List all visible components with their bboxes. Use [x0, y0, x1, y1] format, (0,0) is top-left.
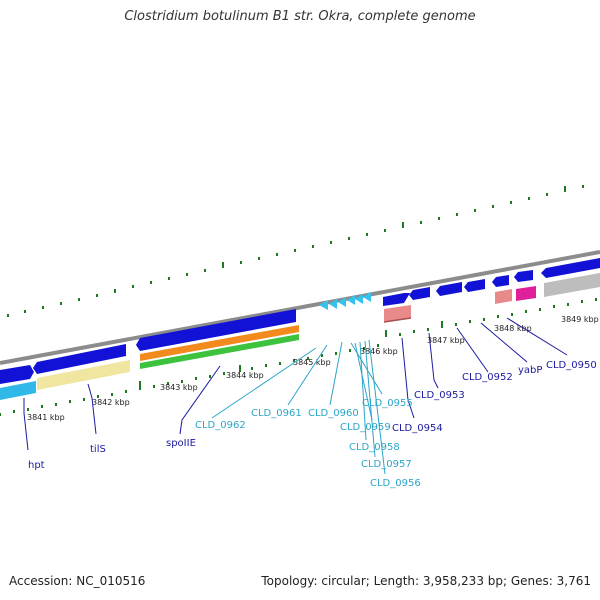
- feature-cds[interactable]: [464, 279, 485, 292]
- feature-cds-small[interactable]: [363, 292, 371, 302]
- feature-pale-yellow[interactable]: [37, 360, 130, 390]
- kbp-label: 3848 kbp: [494, 324, 532, 333]
- gene-label-yabP[interactable]: yabP: [518, 365, 542, 376]
- forward-strand-features: [383, 258, 600, 306]
- gene-label-tilS[interactable]: tilS: [90, 444, 106, 455]
- feature-cds-small[interactable]: [355, 294, 363, 304]
- feature-cds[interactable]: [436, 282, 462, 296]
- gene-label-spoIIE[interactable]: spoIIE: [166, 438, 196, 449]
- map-title: Clostridium botulinum B1 str. Okra, comp…: [124, 9, 476, 24]
- gene-label-CLD-0956[interactable]: CLD_0956: [370, 478, 421, 489]
- gene-label-CLD-0959[interactable]: CLD_0959: [340, 422, 391, 433]
- feature-green[interactable]: [140, 334, 299, 369]
- gene-label-CLD-0960[interactable]: CLD_0960: [308, 408, 359, 419]
- accession-label: Accession: NC_010516: [9, 574, 146, 588]
- gene-labels: hpt tilS spoIIE CLD_0962 CLD_0961 CLD_09…: [28, 360, 597, 489]
- feature-cds[interactable]: [409, 287, 430, 300]
- gene-label-CLD-0962[interactable]: CLD_0962: [195, 420, 246, 431]
- kbp-label: 3843 kbp: [160, 383, 198, 392]
- kbp-label: 3845 kbp: [293, 358, 331, 367]
- kbp-scale-labels: 3841 kbp 3842 kbp 3843 kbp 3844 kbp 3845…: [27, 315, 599, 422]
- feature-cds-small[interactable]: [319, 300, 328, 310]
- feature-magenta[interactable]: [516, 286, 536, 301]
- gene-label-CLD-0957[interactable]: CLD_0957: [361, 459, 412, 470]
- feature-cyan-block[interactable]: [0, 381, 36, 400]
- kbp-label: 3842 kbp: [92, 398, 130, 407]
- gene-label-hpt[interactable]: hpt: [28, 460, 45, 471]
- genome-summary: Topology: circular; Length: 3,958,233 bp…: [261, 574, 591, 588]
- feature-rrna-pink-shadow: [383, 317, 412, 323]
- lower-features: [0, 273, 600, 400]
- gene-label-CLD-0954[interactable]: CLD_0954: [392, 423, 443, 434]
- kbp-label: 3849 kbp: [561, 315, 599, 324]
- feature-trna-pink[interactable]: [495, 289, 512, 304]
- gene-label-CLD-0958[interactable]: CLD_0958: [349, 442, 400, 453]
- inner-tick-row: [0, 298, 597, 416]
- feature-orange[interactable]: [140, 325, 299, 361]
- kbp-label: 3844 kbp: [226, 371, 264, 380]
- gene-label-CLD-0953[interactable]: CLD_0953: [414, 390, 465, 401]
- feature-cds-long[interactable]: [541, 258, 600, 278]
- gene-label-CLD-0961[interactable]: CLD_0961: [251, 408, 302, 419]
- feature-cds-small[interactable]: [347, 295, 355, 305]
- feature-cds[interactable]: [514, 270, 533, 282]
- feature-rrna-pink[interactable]: [384, 305, 411, 322]
- genome-backbone: [0, 250, 600, 365]
- kbp-label: 3846 kbp: [360, 347, 398, 356]
- feature-cds-hpt-region[interactable]: [0, 365, 34, 384]
- gene-label-leaders: [23, 317, 568, 475]
- feature-cds-small[interactable]: [329, 299, 337, 309]
- feature-cds-tilS[interactable]: [33, 344, 126, 374]
- outer-tick-row: [7, 185, 584, 317]
- feature-gray[interactable]: [544, 273, 600, 297]
- gene-label-CLD-0952[interactable]: CLD_0952: [462, 372, 513, 383]
- feature-cds-spoIIE[interactable]: [136, 309, 296, 351]
- gene-label-CLD-0950[interactable]: CLD_0950: [546, 360, 597, 371]
- kbp-label: 3841 kbp: [27, 413, 65, 422]
- small-cds-cluster: [319, 292, 371, 310]
- feature-cds[interactable]: [492, 275, 509, 287]
- feature-cds-dnaA-like[interactable]: [383, 293, 410, 306]
- gene-label-CLD-0955[interactable]: CLD_0955: [362, 398, 413, 409]
- kbp-label: 3847 kbp: [427, 336, 465, 345]
- feature-cds-small[interactable]: [338, 297, 346, 307]
